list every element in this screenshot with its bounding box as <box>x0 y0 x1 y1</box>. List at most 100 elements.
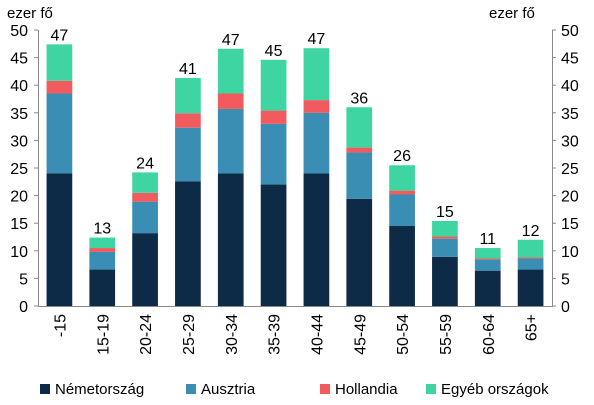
bar-segment <box>175 113 201 128</box>
bar-segment <box>175 127 201 182</box>
bar-segment <box>217 108 244 174</box>
x-tick-label: 50-54 <box>395 314 412 355</box>
right-tick-label: 5 <box>561 271 570 288</box>
bar-segment <box>303 48 330 101</box>
total-label: 36 <box>350 90 368 107</box>
x-tick-label: -15 <box>52 314 69 337</box>
total-label: 47 <box>222 32 240 49</box>
right-tick-label: 30 <box>561 133 579 150</box>
legend-label: Hollandia <box>335 381 398 398</box>
left-tick-label: 25 <box>10 161 28 178</box>
bar-segment <box>46 173 73 306</box>
bar-segment <box>175 78 201 114</box>
legend-label: Németország <box>55 381 144 398</box>
right-tick-label: 50 <box>561 23 579 40</box>
bar-segment <box>517 239 544 258</box>
x-tick-label: 30-34 <box>224 314 241 355</box>
bar-stacks <box>46 44 544 306</box>
left-tick-label: 0 <box>19 299 28 316</box>
left-tick-label: 30 <box>10 133 28 150</box>
bar-segment <box>89 248 116 252</box>
total-label: 15 <box>436 204 454 221</box>
legend-swatch <box>40 384 50 394</box>
x-tick-label: 65+ <box>524 314 541 341</box>
bar-segment <box>432 238 458 257</box>
total-label: 26 <box>393 148 411 165</box>
bar-segment <box>517 269 544 306</box>
bar-segment <box>89 251 116 270</box>
right-tick-label: 15 <box>561 216 579 233</box>
total-label: 41 <box>179 61 197 78</box>
bar-segment <box>517 257 544 259</box>
left-tick-label: 5 <box>19 271 28 288</box>
bar-segment <box>89 269 116 306</box>
right-axis-unit: ezer fő <box>489 5 535 22</box>
bar-segment <box>517 258 544 270</box>
legend: Németország Ausztria Hollandia Egyéb ország… <box>40 381 549 398</box>
bar-segment <box>217 48 244 94</box>
bar-segment <box>217 93 244 109</box>
bar-segment <box>303 173 330 306</box>
bar-segment <box>260 123 287 185</box>
x-tick-label: 45-49 <box>352 314 369 355</box>
right-y-axis: 0 5 10 15 20 25 30 35 40 45 50 <box>552 23 579 316</box>
x-tick-label: 15-19 <box>95 314 112 355</box>
bar-segment <box>89 237 116 249</box>
bar-segment <box>432 220 458 237</box>
bar-segment <box>303 100 330 113</box>
left-tick-label: 40 <box>10 78 28 95</box>
bar-segment <box>474 259 501 271</box>
bar-segment <box>432 256 458 306</box>
right-tick-label: 10 <box>561 244 579 261</box>
left-tick-label: 35 <box>10 106 28 123</box>
legend-swatch <box>186 384 196 394</box>
right-tick-label: 45 <box>561 51 579 68</box>
total-label: 12 <box>522 223 540 240</box>
bar-segment <box>389 194 415 226</box>
bar-segment <box>217 173 244 306</box>
right-tick-label: 25 <box>561 161 579 178</box>
total-label: 47 <box>308 31 326 48</box>
bar-segment <box>46 44 73 81</box>
total-labels: 47 13 24 41 47 45 47 36 26 15 11 12 <box>51 27 540 248</box>
right-tick-label: 40 <box>561 78 579 95</box>
total-label: 45 <box>265 43 283 60</box>
bar-segment <box>260 184 287 306</box>
legend-label: Egyéb országok <box>441 381 549 398</box>
legend-swatch <box>320 384 330 394</box>
x-tick-label: 55-59 <box>438 314 455 355</box>
x-tick-label: 40-44 <box>309 314 326 355</box>
x-axis-labels: -15 15-19 20-24 25-29 30-34 35-39 40-44 45-49 50… <box>52 314 540 355</box>
left-tick-label: 20 <box>10 189 28 206</box>
bar-segment <box>389 225 415 306</box>
bar-segment <box>346 198 373 306</box>
left-tick-label: 10 <box>10 244 28 261</box>
bar-segment <box>346 152 373 199</box>
right-tick-label: 20 <box>561 189 579 206</box>
bar-segment <box>432 236 458 239</box>
right-tick-label: 35 <box>561 106 579 123</box>
x-tick-label: 25-29 <box>181 314 198 355</box>
x-tick-label: 60-64 <box>481 314 498 355</box>
bar-segment <box>132 192 158 202</box>
left-axis-unit: ezer fő <box>7 5 53 22</box>
bar-segment <box>346 107 373 148</box>
bar-segment <box>175 181 201 306</box>
left-tick-label: 50 <box>10 23 28 40</box>
bar-segment <box>132 201 158 234</box>
left-tick-label: 45 <box>10 51 28 68</box>
right-tick-label: 0 <box>561 299 570 316</box>
left-tick-label: 15 <box>10 216 28 233</box>
total-label: 11 <box>479 231 496 248</box>
x-tick-label: 20-24 <box>138 314 155 355</box>
bar-segment <box>474 258 501 260</box>
legend-label: Ausztria <box>201 381 256 398</box>
x-tick-label: 35-39 <box>267 314 284 355</box>
left-y-axis: 0 5 10 15 20 25 30 35 40 45 50 <box>10 23 38 316</box>
bar-segment <box>260 110 287 124</box>
legend-swatch <box>426 384 436 394</box>
bar-segment <box>303 112 330 174</box>
bar-segment <box>346 147 373 153</box>
bar-segment <box>46 80 73 94</box>
